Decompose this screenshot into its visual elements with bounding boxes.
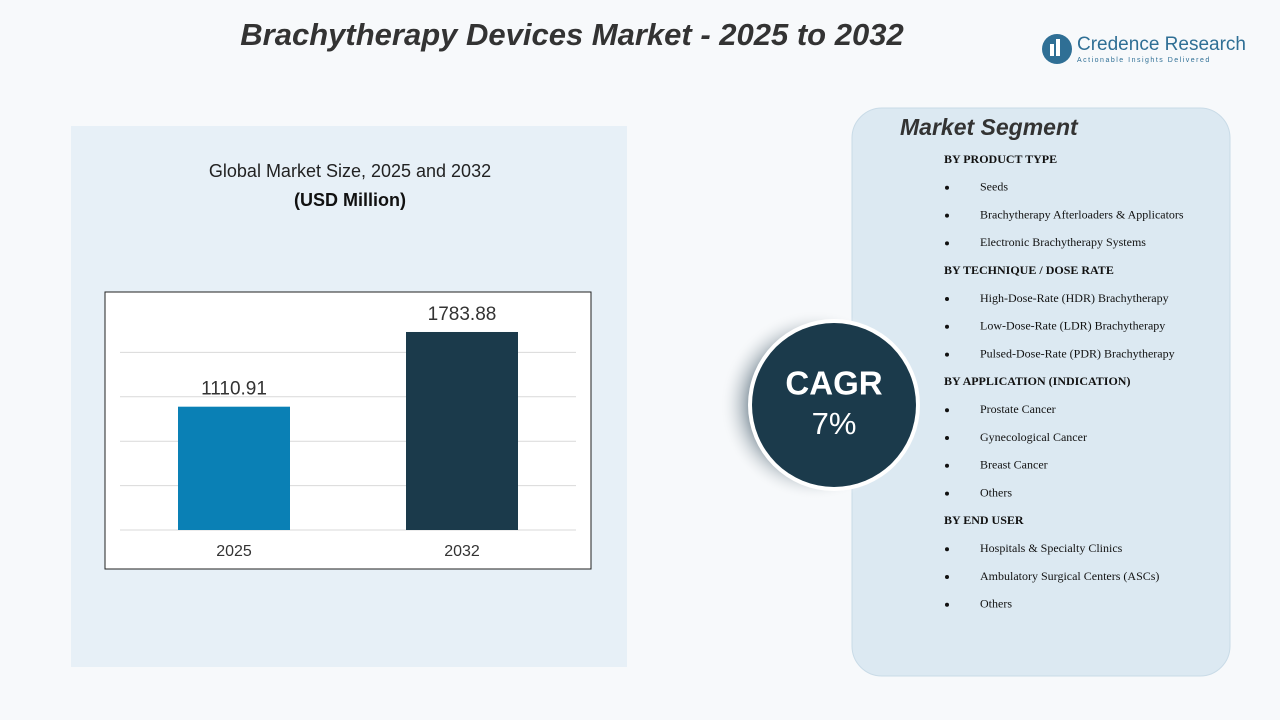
bullet: [945, 463, 949, 468]
logo-bar: [1056, 39, 1060, 56]
bullet: [945, 297, 949, 301]
segment-item: Gynecological Cancer: [980, 430, 1087, 444]
bullet: [945, 575, 949, 579]
chart-title: Global Market Size, 2025 and 2032: [209, 161, 491, 181]
segment-item: Others: [980, 597, 1012, 611]
x-tick-label: 2025: [216, 543, 252, 560]
bar: [406, 331, 518, 530]
cagr-value: 7%: [812, 406, 857, 441]
segment-item: Prostate Cancer: [980, 402, 1056, 416]
segment-heading: BY APPLICATION (INDICATION): [944, 374, 1130, 388]
page-title: Brachytherapy Devices Market - 2025 to 2…: [240, 17, 903, 52]
bullet: [945, 241, 949, 246]
data-label: 1110.91: [201, 379, 267, 400]
segment-item: Pulsed-Dose-Rate (PDR) Brachytherapy: [980, 346, 1175, 360]
plot: 1110.91 2025 1783.88 2032: [120, 304, 576, 560]
segment-heading: BY END USER: [944, 513, 1024, 527]
bullet: [945, 324, 949, 329]
segment-item: Breast Cancer: [980, 458, 1048, 472]
logo-name: Credence Research: [1077, 34, 1246, 55]
bullet: [945, 408, 949, 413]
segment-item: Seeds: [980, 180, 1008, 194]
chart-subtitle: (USD Million): [294, 190, 406, 210]
segment-title: Market Segment: [900, 114, 1079, 140]
bullet: [945, 436, 949, 440]
segment-item: Brachytherapy Afterloaders & Applicators: [980, 207, 1184, 221]
plot-frame: [104, 291, 592, 570]
x-tick-label: 2032: [444, 543, 480, 560]
bar: [178, 406, 290, 530]
bullet: [945, 352, 949, 357]
bullet: [945, 602, 949, 607]
segment-item: Low-Dose-Rate (LDR) Brachytherapy: [980, 319, 1165, 333]
segment-list: BY PRODUCT TYPE Seeds Brachytherapy Afterl…: [944, 152, 1184, 611]
segment-item: High-Dose-Rate (HDR) Brachytherapy: [980, 291, 1169, 305]
cagr-label: CAGR: [785, 365, 882, 402]
segment-heading: BY TECHNIQUE / DOSE RATE: [944, 263, 1114, 277]
data-label: 1783.88: [428, 304, 497, 325]
segment-item: Others: [980, 485, 1012, 499]
segment-item: Ambulatory Surgical Centers (ASCs): [980, 569, 1159, 583]
bullet: [945, 213, 949, 218]
segment-item: Electronic Brachytherapy Systems: [980, 235, 1146, 249]
segment-item: Hospitals & Specialty Clinics: [980, 541, 1123, 555]
bullet: [945, 547, 949, 552]
logo-bar: [1050, 44, 1054, 56]
segment-heading: BY PRODUCT TYPE: [944, 152, 1057, 166]
bullet: [945, 185, 949, 190]
logo-tagline: Actionable Insights Delivered: [1077, 57, 1211, 64]
bullet: [945, 491, 949, 496]
cagr-circle: [752, 323, 916, 487]
logo: Credence Research Actionable Insights De…: [1042, 34, 1246, 64]
